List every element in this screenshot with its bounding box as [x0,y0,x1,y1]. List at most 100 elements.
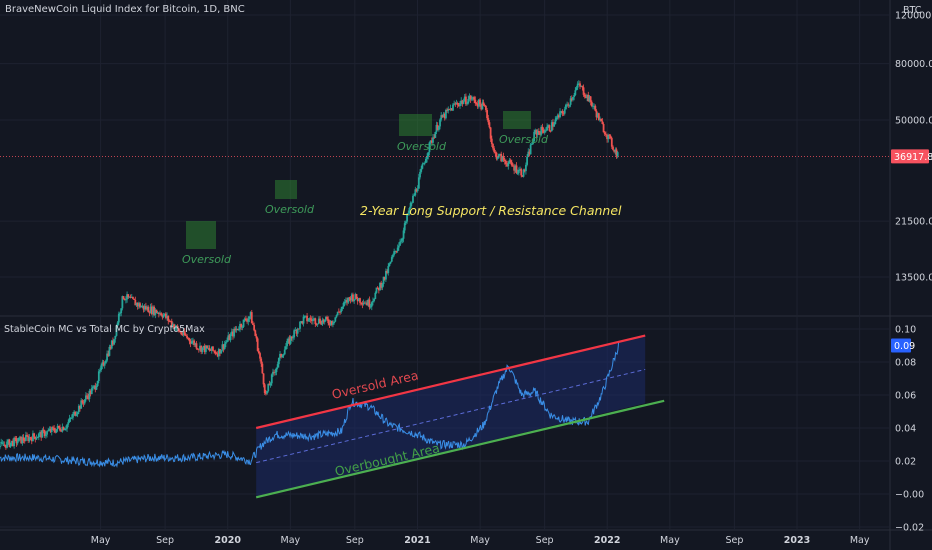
candle-body [481,102,484,110]
oversold-label: Oversold [499,133,549,146]
candle-body [172,324,174,327]
indicator-tick: 0.10 [895,325,916,336]
candle-body [363,302,366,304]
candle-body [455,102,458,105]
candle-body [597,113,600,121]
candle-body [110,340,113,349]
candle-body [77,405,80,413]
candle-body [47,430,50,432]
candle-body [243,318,246,320]
candle-body [548,125,551,131]
candle-body [1,442,4,444]
candle-body [574,90,577,95]
candle-body [349,297,352,301]
candle-body [192,340,194,342]
candle-body [143,306,146,310]
candle-body [453,103,456,105]
candle-body [94,385,97,390]
candle-body [190,341,193,344]
candle-body [116,322,119,326]
candle-body [465,96,467,105]
candle-body [608,134,611,136]
candle-body [353,299,356,302]
candle-body [183,330,186,336]
oversold-box [275,180,297,199]
candle-body [188,338,191,342]
candle-body [240,324,243,328]
candle-body [63,428,66,431]
candle-body [406,213,408,222]
candle-body [175,325,178,328]
candle-body [412,195,414,203]
candle-body [581,86,584,88]
candle-body [499,153,501,155]
candle-body [448,109,451,110]
candle-body [607,134,610,140]
candle-body [6,441,8,448]
candle-body [66,424,68,429]
candle-body [519,169,521,170]
candle-body [589,96,592,102]
candle-body [515,165,518,174]
candle-body [252,323,254,325]
oversold-label: Oversold [265,203,315,216]
candle-body [299,321,301,329]
candle-body [133,298,136,300]
candle-body [124,299,127,301]
candle-body [280,353,283,358]
candle-body [104,360,107,364]
candle-body [382,276,385,284]
candle-body [472,97,474,99]
candle-body [216,353,219,357]
candle-body [379,282,381,291]
candle-body [482,102,485,106]
time-tick: May [470,535,490,546]
candle-body [317,318,320,324]
candle-body [173,324,176,329]
candle-body [543,131,546,133]
candle-body [533,131,536,142]
candle-body [199,345,201,350]
candle-body [32,433,34,442]
candle-body [130,297,133,298]
candle-body [397,245,400,248]
candle-body [446,110,448,111]
candle-body [123,298,126,300]
candle-body [159,313,161,315]
candle-body [427,152,430,157]
candle-body [42,429,45,431]
candle-body [326,317,328,320]
candle-body [8,439,11,447]
candle-body [250,312,253,324]
candle-body [541,126,544,131]
candle-body [468,96,471,100]
candle-body [142,305,145,310]
candle-body [475,103,478,104]
time-tick: May [850,535,870,546]
candle-body [557,115,560,118]
candle-body [28,437,31,441]
candle-body [220,350,223,354]
oversold-label: Oversold [397,140,447,153]
time-tick: 2021 [404,535,430,546]
candle-body [477,99,480,107]
candle-body [106,353,108,361]
candle-body [474,99,477,104]
candle-body [3,444,6,446]
candle-body [22,437,25,441]
candle-body [539,132,541,135]
candle-body [460,100,463,103]
candle-body [121,296,124,309]
candle-body [560,111,563,112]
candle-body [287,338,290,341]
candle-body [565,104,567,110]
candle-body [463,96,466,101]
candle-body [530,144,533,145]
candle-body [449,108,452,110]
time-tick: 2020 [214,535,241,546]
candle-body [196,348,199,350]
candle-body [74,411,77,416]
candle-body [566,104,568,106]
candle-body [222,344,225,349]
